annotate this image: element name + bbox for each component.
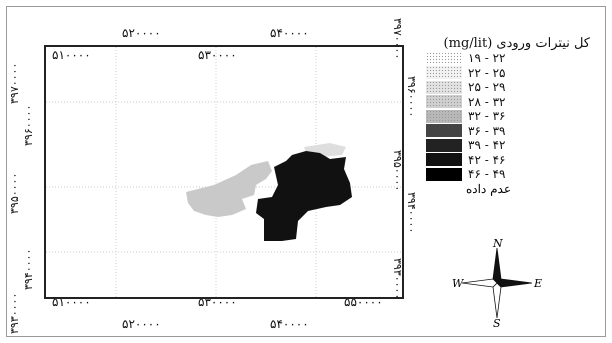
map-area xyxy=(44,45,404,299)
x-tick-bottom-2: ۵۴۰۰۰۰ xyxy=(270,317,309,331)
legend-label: ۳۶ - ۳۹ xyxy=(468,123,506,138)
x-tick-top-1: ۵۲۰۰۰۰ xyxy=(122,26,161,40)
zone-46-49 xyxy=(256,151,352,241)
x-tick-inner-bottom-3: ۵۵۰۰۰۰ xyxy=(344,295,383,309)
legend-swatch xyxy=(426,124,462,138)
compass-w: W xyxy=(452,277,465,290)
legend-swatch xyxy=(426,51,462,65)
y-tick-left-outer-2: ۳۹۵۰۰۰۰ xyxy=(8,172,21,214)
legend-item: ۳۲ - ۳۶ xyxy=(420,109,600,124)
legend-label: ۴۲ - ۴۶ xyxy=(468,152,506,167)
compass-n: N xyxy=(492,238,503,250)
x-tick-inner-top-1: ۵۱۰۰۰۰ xyxy=(52,48,91,62)
x-tick-inner-top-2: ۵۳۰۰۰۰ xyxy=(198,48,237,62)
legend-swatch xyxy=(426,109,462,123)
legend-label: ۳۹ - ۴۲ xyxy=(468,138,506,153)
y-tick-right-inner-1: ۳۹۶۰۰۰۰ xyxy=(405,76,418,118)
legend-swatch xyxy=(426,153,462,167)
legend-item: ۲۵ - ۲۹ xyxy=(420,80,600,95)
legend-swatch xyxy=(426,66,462,80)
legend-no-data: عدم داده xyxy=(420,182,600,197)
legend-label: ۳۲ - ۳۶ xyxy=(468,109,506,124)
legend: کل نیترات ورودی (mg/lit) ۱۹ - ۲۲ ۲۲ - ۲۵ ۲… xyxy=(420,36,600,196)
compass-e: E xyxy=(533,277,542,290)
legend-title: کل نیترات ورودی (mg/lit) xyxy=(443,36,590,51)
legend-label: ۲۵ - ۲۹ xyxy=(468,80,506,95)
x-tick-inner-bottom-2: ۵۳۰۰۰۰ xyxy=(198,295,237,309)
x-tick-top-2: ۵۴۰۰۰۰ xyxy=(270,26,309,40)
y-tick-left-inner-1: ۳۹۶۰۰۰۰ xyxy=(22,104,35,146)
legend-rows: ۱۹ - ۲۲ ۲۲ - ۲۵ ۲۵ - ۲۹ ۲۸ - ۳۲ ۳۲ - ۳۶ ۳۶ - … xyxy=(420,51,600,182)
legend-swatch xyxy=(426,95,462,109)
north-arrow-icon: N S W E xyxy=(452,238,542,328)
legend-label: ۴۶ - ۴۹ xyxy=(468,167,506,182)
y-tick-left-outer-1: ۳۹۷۰۰۰۰ xyxy=(8,62,21,104)
x-tick-bottom-1: ۵۲۰۰۰۰ xyxy=(122,317,161,331)
legend-swatch xyxy=(426,138,462,152)
map-frame xyxy=(6,6,606,337)
legend-label: ۲۲ - ۲۵ xyxy=(468,65,506,80)
y-tick-left-outer-3: ۳۹۳۰۰۰۰ xyxy=(8,292,21,334)
legend-item: ۳۹ - ۴۲ xyxy=(420,138,600,153)
legend-swatch xyxy=(426,167,462,181)
map-canvas xyxy=(46,47,402,297)
legend-item: ۴۶ - ۴۹ xyxy=(420,167,600,182)
no-data-label: عدم داده xyxy=(466,181,512,196)
x-tick-inner-bottom-1: ۵۱۰۰۰۰ xyxy=(52,295,91,309)
grid-lines xyxy=(46,47,402,297)
legend-label: ۲۸ - ۳۲ xyxy=(468,94,506,109)
legend-item: ۲۲ - ۲۵ xyxy=(420,66,600,81)
legend-item: ۲۸ - ۳۲ xyxy=(420,95,600,110)
legend-swatch xyxy=(426,80,462,94)
y-tick-left-inner-2: ۳۹۴۰۰۰۰ xyxy=(22,248,35,290)
legend-item: ۳۶ - ۳۹ xyxy=(420,124,600,139)
legend-item: ۱۹ - ۲۲ xyxy=(420,51,600,66)
no-data-swatch xyxy=(426,182,462,195)
legend-item: ۴۲ - ۴۶ xyxy=(420,153,600,168)
legend-label: ۱۹ - ۲۲ xyxy=(468,51,506,66)
y-tick-right-inner-2: ۳۹۴۰۰۰۰ xyxy=(405,192,418,234)
compass-s: S xyxy=(493,317,501,328)
zone-32-36 xyxy=(186,161,272,217)
